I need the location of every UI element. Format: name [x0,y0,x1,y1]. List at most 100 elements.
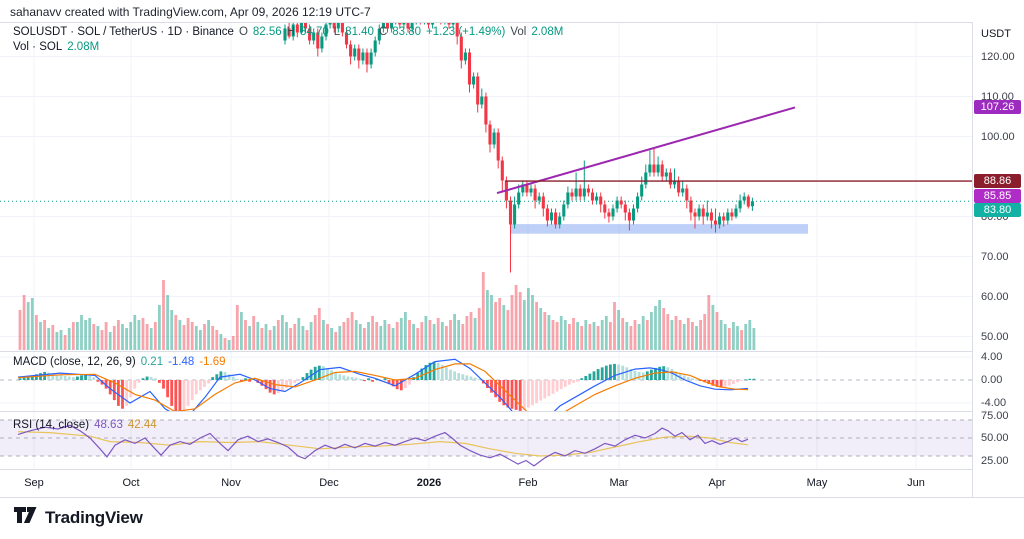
macd-hist-bar [272,380,276,395]
volume-bar [637,324,641,350]
macd-hist-bar [117,380,120,406]
volume-bar [522,300,526,350]
macd-hist-bar [297,380,301,382]
volume-bar [752,328,756,350]
volume-bar [518,292,522,350]
price-tick-label: 70.00 [981,250,1009,263]
candle-body [390,22,394,29]
candle-body [463,52,467,61]
candle-body [353,48,357,57]
volume-bar [559,316,563,350]
candle-body [578,188,582,197]
volume-bar [281,315,284,350]
macd-hist-bar [654,367,657,380]
candle-body [599,196,603,205]
volume-bar [96,326,100,350]
rsi-tick-label: 75.00 [981,409,1009,422]
macd-hist-bar [96,380,100,382]
candle-body [672,180,677,185]
macd-hist-bar [22,377,26,380]
volume-bar [371,316,374,350]
macd-hist-bar [514,380,518,410]
volume-bar [535,302,538,350]
candle-body [660,164,664,177]
macd-hist-bar [527,380,530,408]
tradingview-logo-icon [13,505,38,530]
macd-hist-bar [559,380,563,390]
volume-bar [354,320,358,350]
time-axis[interactable]: Sep Oct Nov Dec 2026 Feb Mar Apr May Jun [0,470,972,497]
volume-bar [326,324,329,350]
candle-body [467,52,472,85]
volume-bar [625,322,629,350]
rsi-legend[interactable]: RSI (14, close) 48.63 42.44 [13,419,157,431]
macd-hist-bar [715,380,719,387]
macd-hist-bar [80,375,83,380]
macd-hist-bar [26,376,30,380]
volume-bar [100,330,104,350]
volume-bar [121,324,124,350]
volume-bar [330,328,333,350]
volume-legend[interactable]: Vol · SOL 2.08M [13,41,99,53]
candle-body [332,22,336,29]
macd-hist-bar [227,374,231,380]
macd-hist-bar [625,367,629,380]
candle-body [697,208,701,217]
volume-bar [199,330,202,350]
volume-bar [334,332,338,350]
volume-bar [47,328,51,350]
volume-bar [395,322,399,350]
macd-legend[interactable]: MACD (close, 12, 26, 9) 0.21 -1.48 -1.69 [13,356,226,368]
macd-hist-bar [662,366,666,380]
volume-bar [194,326,198,350]
macd-hist-bar [502,380,506,406]
volume-bar [424,316,428,350]
macd-hist-bar [629,369,633,380]
symbol-title[interactable]: SOLUSDT · SOL / TetherUS · 1D · Binance [13,26,234,38]
macd-hist-bar [248,380,251,382]
candle-body [558,216,562,225]
month-label: Sep [24,477,44,489]
volume-bar [592,322,596,350]
macd-hist-bar [182,380,186,411]
macd-hist-bar [59,375,63,380]
volume-bar [182,325,186,350]
candle-body [381,22,385,29]
candle-body [443,13,446,21]
volume-bar [211,326,215,350]
volume-bar [375,322,379,350]
macd-hist-bar [637,371,641,380]
macd-hist-bar [285,380,288,389]
rsi-ma-value: 42.44 [127,419,157,431]
volume-bar [305,330,309,350]
volume-bar [609,322,612,350]
volume-bar [633,320,637,350]
candle-body [681,188,685,193]
volume-bar [510,295,514,350]
candle-body [508,200,513,225]
symbol-legend[interactable]: SOLUSDT · SOL / TetherUS · 1D · Binance … [13,26,563,38]
footer-branding[interactable]: TradingView [13,505,143,530]
macd-hist-bar [539,380,543,401]
volume-bar [309,322,313,350]
high-label: H [286,26,295,38]
price-axis[interactable]: USDT 120.00110.00100.0080.0070.0060.0050… [972,22,1024,497]
candle-body [533,188,537,201]
macd-hist-bar [650,369,653,380]
macd-hist-bar [145,376,149,380]
volume-bar [76,322,79,350]
volume-bar [26,302,30,350]
volume-bar [457,320,461,350]
close-label: C [378,26,388,38]
macd-hist-bar [289,380,292,386]
macd-hist-bar [461,374,465,380]
macd-hist-bar [84,374,87,380]
macd-hist-bar [666,367,670,380]
volume-bar [223,338,227,350]
volume-bar [527,288,530,350]
price-badge: 107.26 [974,100,1021,115]
candle-body [607,212,611,217]
volume-bar [481,272,485,350]
candle-body [492,132,496,145]
